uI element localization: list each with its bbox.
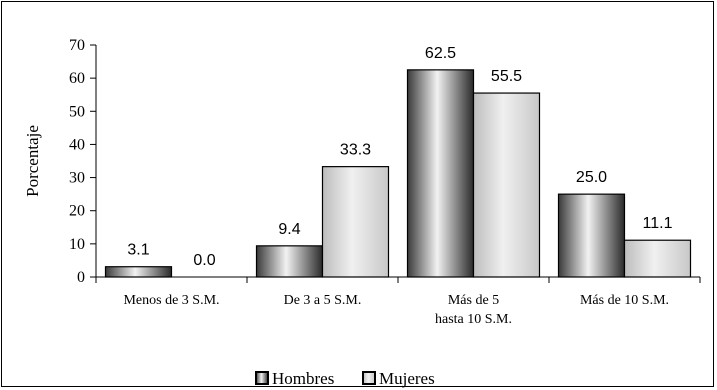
bar-hombres [557,193,626,278]
y-tick-label: 60 [69,70,85,87]
legend-swatch-mujeres [362,371,376,385]
legend: Hombres Mujeres [255,369,435,388]
bar-mujeres [623,239,692,278]
y-tick-label: 70 [69,37,85,54]
data-label: 55.5 [491,68,522,85]
x-category-label: Más de 5 [448,293,499,308]
y-tick-label: 10 [69,236,85,253]
data-label: 0.0 [193,252,215,269]
legend-label-mujeres: Mujeres [379,369,435,388]
y-tick-label: 50 [69,103,85,120]
x-category-label: hasta 10 S.M. [435,312,512,327]
data-label: 62.5 [425,45,456,62]
x-category-label: Menos de 3 S.M. [123,293,219,308]
y-tick-label: 20 [69,203,85,220]
bars [104,69,692,278]
bar-mujeres [321,166,390,278]
y-axis-title: Porcentaje [23,125,42,197]
data-label: 33.3 [340,142,371,159]
x-category-label: De 3 a 5 S.M. [284,293,362,308]
x-category-label: Más de 10 S.M. [580,293,669,308]
legend-swatch-hombres [255,371,269,385]
axes: 0 10 20 30 40 50 60 70 Porcentaje Menos de 3 S.M.… [23,37,701,327]
y-tick-label: 0 [77,269,85,286]
data-label: 11.1 [643,215,673,232]
bar-hombres [104,266,173,278]
y-tick-label: 40 [69,136,85,153]
bar-hombres [255,245,324,278]
bar-mujeres [472,92,541,278]
legend-label-hombres: Hombres [272,369,334,388]
data-label: 9.4 [278,221,300,238]
data-labels: 3.1 0.0 9.4 33.3 62.5 55.5 25.0 11.1 [127,45,672,269]
y-tick-label: 30 [69,170,85,187]
bar-hombres [406,69,475,278]
data-label: 25.0 [576,169,607,186]
data-label: 3.1 [127,242,149,259]
